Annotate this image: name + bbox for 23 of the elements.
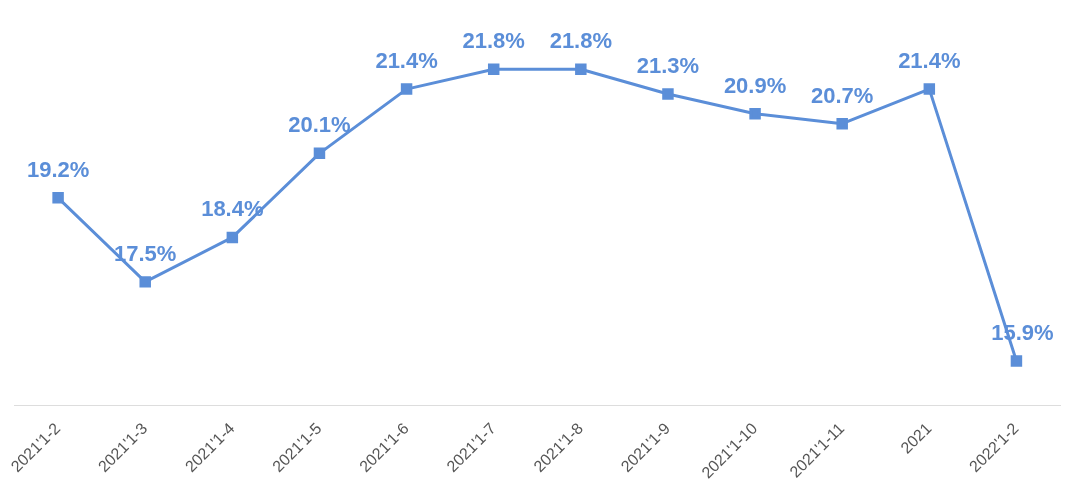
point	[52, 192, 64, 204]
data-label: 21.4%	[898, 48, 961, 74]
point	[575, 63, 587, 76]
point	[313, 147, 326, 160]
data-label: 20.7%	[811, 82, 874, 108]
point	[749, 108, 761, 120]
data-label: 20.1%	[288, 112, 351, 138]
data-label: 20.9%	[723, 72, 787, 98]
data-label: 18.4%	[201, 196, 264, 222]
data-label: 19.2%	[26, 156, 90, 182]
point	[662, 88, 674, 100]
data-label: 21.3%	[636, 53, 700, 79]
point	[400, 83, 413, 95]
data-label: 17.5%	[114, 240, 177, 266]
point	[836, 117, 848, 130]
point	[487, 63, 500, 76]
data-label: 21.8%	[462, 28, 525, 54]
point	[226, 231, 239, 244]
point	[1010, 355, 1023, 367]
point	[139, 276, 151, 288]
point	[923, 83, 936, 95]
data-label: 21.4%	[375, 48, 438, 74]
data-label: 21.8%	[549, 28, 613, 54]
